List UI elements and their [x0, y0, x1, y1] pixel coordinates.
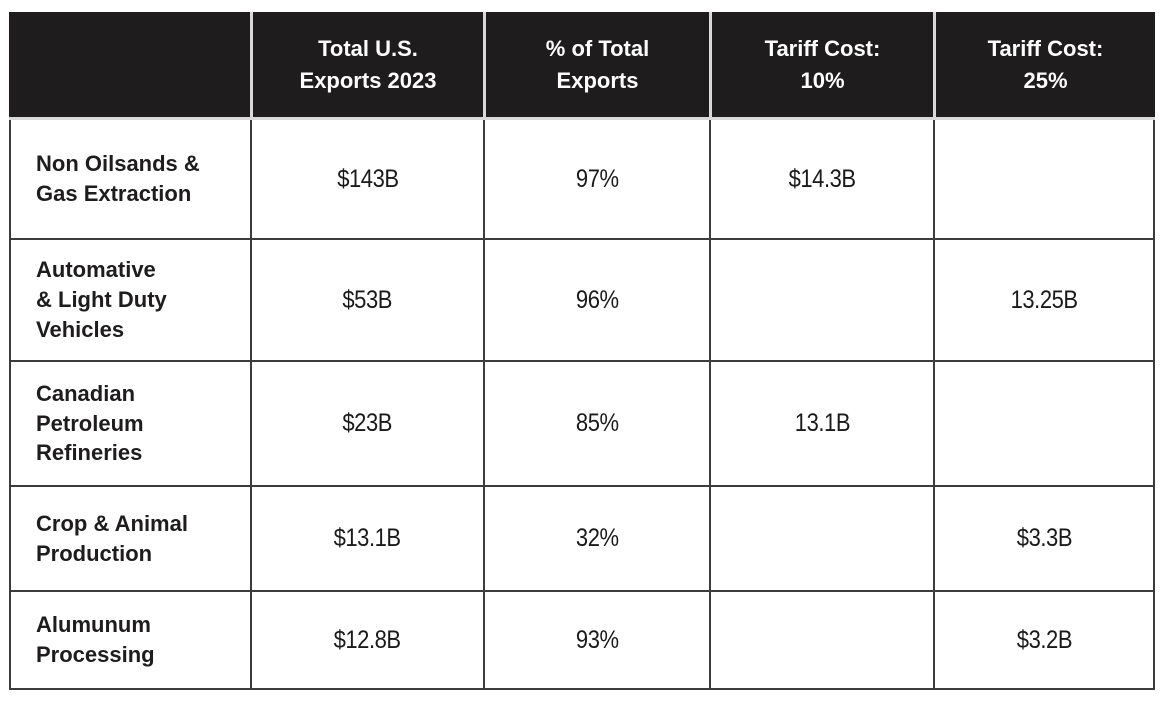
table-row-crop-animal-production: Crop & Animal Production $13.1B 32% $3.3… [9, 485, 1155, 590]
header-cell-total-us-exports: Total U.S. Exports 2023 [250, 12, 483, 120]
header-cell-blank [9, 12, 250, 120]
row-label-cell: Automative & Light Duty Vehicles [9, 238, 250, 360]
row-label: Non Oilsands & Gas Extraction [36, 151, 200, 206]
cell-tariff-10 [709, 238, 933, 360]
row-label: Canadian Petroleum Refineries [36, 380, 144, 466]
table-row-automative-light-duty-vehicles: Automative & Light Duty Vehicles $53B 96… [9, 238, 1155, 360]
cell-pct-of-total: 97% [483, 120, 709, 238]
cell-tariff-10: 13.1B [709, 360, 933, 485]
cell-total-exports: $13.1B [250, 485, 483, 590]
cell-tariff-10 [709, 485, 933, 590]
cell-tariff-10 [709, 590, 933, 690]
cell-tariff-25: 13.25B [933, 238, 1155, 360]
cell-pct-of-total: 85% [483, 360, 709, 485]
row-label: Alumunum Processing [36, 612, 155, 667]
cell-total-exports: $12.8B [250, 590, 483, 690]
header-cell-tariff-cost-10: Tariff Cost: 10% [709, 12, 933, 120]
table-row-alumunum-processing: Alumunum Processing $12.8B 93% $3.2B [9, 590, 1155, 690]
row-label-cell: Canadian Petroleum Refineries [9, 360, 250, 485]
header-cell-pct-of-total-exports: % of Total Exports [483, 12, 709, 120]
table-header-row: Total U.S. Exports 2023 % of Total Expor… [9, 12, 1155, 120]
cell-tariff-25: $3.3B [933, 485, 1155, 590]
cell-total-exports: $53B [250, 238, 483, 360]
cell-total-exports: $143B [250, 120, 483, 238]
header-label: Total U.S. Exports 2023 [299, 35, 437, 93]
row-label-cell: Crop & Animal Production [9, 485, 250, 590]
table-row-non-oilsands-gas-extraction: Non Oilsands & Gas Extraction $143B 97% … [9, 120, 1155, 238]
row-label: Crop & Animal Production [36, 510, 188, 566]
cell-tariff-25 [933, 120, 1155, 238]
header-label: % of Total Exports [545, 35, 650, 93]
header-cell-tariff-cost-25: Tariff Cost: 25% [933, 12, 1155, 120]
cell-pct-of-total: 96% [483, 238, 709, 360]
cell-tariff-25: $3.2B [933, 590, 1155, 690]
row-label: Automative & Light Duty Vehicles [36, 257, 167, 342]
cell-total-exports: $23B [250, 360, 483, 485]
header-label: Tariff Cost: 10% [764, 35, 881, 93]
row-label-cell: Non Oilsands & Gas Extraction [9, 120, 250, 238]
cell-tariff-25 [933, 360, 1155, 485]
header-label: Tariff Cost: 25% [987, 35, 1104, 93]
cell-tariff-10: $14.3B [709, 120, 933, 238]
tariff-cost-table: Total U.S. Exports 2023 % of Total Expor… [9, 12, 1155, 690]
cell-pct-of-total: 93% [483, 590, 709, 690]
table-row-canadian-petroleum-refineries: Canadian Petroleum Refineries $23B 85% 1… [9, 360, 1155, 485]
cell-pct-of-total: 32% [483, 485, 709, 590]
row-label-cell: Alumunum Processing [9, 590, 250, 690]
